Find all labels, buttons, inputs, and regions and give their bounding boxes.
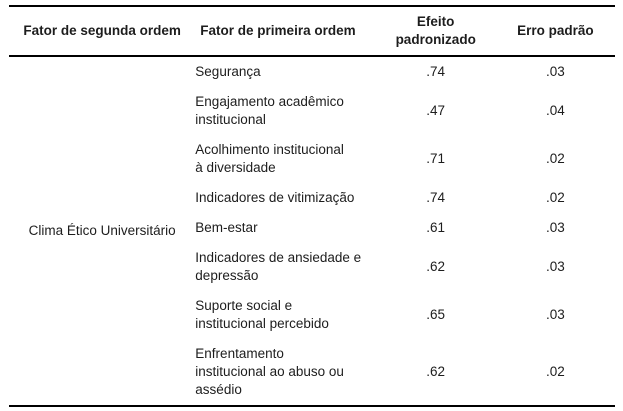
header-second-order-factor: Fator de segunda ordem (9, 6, 196, 57)
table-row: Indicadores de vitimização .74 .02 (9, 183, 615, 213)
standard-error-cell: .02 (546, 190, 565, 205)
table-row: Clima Ético Universitário Segurança .74 … (9, 56, 615, 238)
table-row: Suporte social e institucional percebido… (9, 291, 615, 339)
table-row: Bem-estar .61 .03 (9, 213, 615, 243)
standard-error-cell: .03 (546, 307, 565, 322)
standard-error-cell: .04 (546, 103, 565, 118)
first-order-factor-cell: Indicadores de vitimização (195, 190, 355, 205)
standard-error-cell: .03 (546, 220, 565, 235)
first-order-factor-cell: Segurança (195, 64, 261, 79)
first-order-factor-cell: Suporte social e institucional percebido (195, 298, 329, 331)
standard-error-cell: .03 (546, 259, 565, 274)
header-first-order-factor: Fator de primeira ordem (195, 6, 376, 57)
first-order-factor-cell: Bem-estar (195, 220, 258, 235)
standardized-effect-cell: .74 (426, 64, 446, 79)
standard-error-cell: .03 (546, 64, 565, 79)
table-header: Fator de segunda ordem Fator de primeira… (9, 6, 615, 57)
first-order-factor-cell: Acolhimento institucional à diversidade (195, 142, 344, 175)
table-row: Enfrentamento institucional ao abuso ou … (9, 339, 615, 406)
header-standard-error: Erro padrão (495, 6, 615, 57)
first-order-factor-cell: Indicadores de ansiedade e depressão (195, 250, 362, 283)
results-table-container: Fator de segunda ordem Fator de primeira… (9, 5, 615, 407)
table-body: Clima Ético Universitário Segurança .74 … (9, 56, 615, 406)
table-row: Acolhimento institucional à diversidade … (9, 135, 615, 183)
standardized-effect-cell: .62 (426, 259, 446, 274)
standardized-effect-cell: .62 (426, 364, 446, 379)
first-order-factor-cell: Engajamento acadêmico institucional (195, 94, 344, 127)
standard-error-cell: .02 (546, 151, 565, 166)
standard-error-cell: .02 (546, 364, 565, 379)
header-row: Fator de segunda ordem Fator de primeira… (9, 6, 615, 57)
standardized-effect-cell: .65 (426, 307, 446, 322)
table-row: Indicadores de ansiedade e depressão .62… (9, 243, 615, 291)
standardized-effect-cell: .61 (426, 220, 446, 235)
standardized-effect-cell: .74 (426, 190, 446, 205)
standardized-effect-cell: .71 (426, 151, 446, 166)
standardized-effect-cell: .47 (426, 103, 446, 118)
table-row: Engajamento acadêmico institucional .47 … (9, 87, 615, 135)
second-order-factor-cell: Clima Ético Universitário (28, 223, 176, 238)
header-standardized-effect: Efeito padronizado (375, 6, 496, 57)
first-order-factor-cell: Enfrentamento institucional ao abuso ou … (195, 346, 344, 397)
results-table: Fator de segunda ordem Fator de primeira… (9, 5, 615, 407)
